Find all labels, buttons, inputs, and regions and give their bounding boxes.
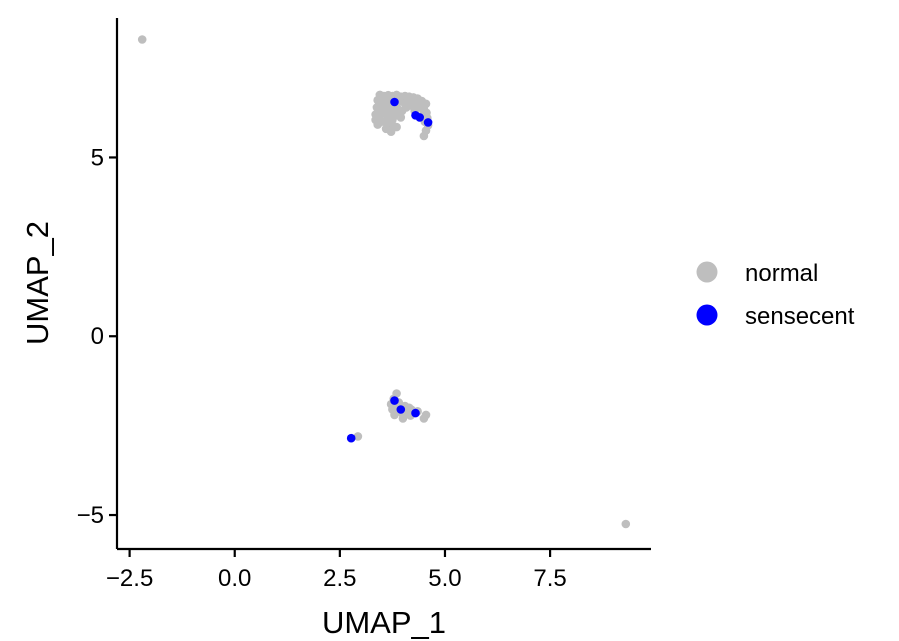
point-sensecent-0	[390, 97, 399, 107]
point-normal-49	[419, 131, 429, 141]
legend-label-sensecent: sensecent	[745, 303, 855, 330]
point-normal-1	[621, 519, 631, 529]
point-sensecent-4	[346, 433, 356, 443]
point-normal-65	[422, 108, 431, 118]
x-tick-label-4: 7.5	[533, 565, 566, 592]
point-normal-0	[137, 35, 147, 44]
legend-key-normal	[696, 261, 718, 283]
x-tick-label-1: 0.0	[218, 565, 251, 592]
x-tick-label-2: 2.5	[323, 565, 356, 592]
point-sensecent-7	[396, 405, 406, 414]
x-ticks: −2.5 0.0 2.5 5.0 7.5	[106, 549, 567, 592]
y-ticks: −5 0 5	[77, 144, 117, 529]
point-sensecent-6	[411, 408, 420, 418]
y-tick-label-2: 5	[91, 144, 104, 171]
legend-key-sensecent	[696, 304, 718, 326]
x-axis-label: UMAP_1	[322, 605, 446, 640]
y-tick-label-0: −5	[77, 502, 104, 529]
point-normal-2	[353, 432, 363, 441]
point-normal-84	[421, 410, 431, 420]
x-tick-label-0: −2.5	[106, 565, 153, 592]
point-sensecent-2	[415, 113, 425, 122]
point-sensecent-3	[423, 118, 433, 127]
points-layer	[137, 35, 631, 529]
point-normal-85	[388, 405, 397, 414]
point-normal-45	[396, 113, 406, 122]
y-axis-label: UMAP_2	[20, 221, 55, 345]
legend-label-normal: normal	[745, 260, 818, 287]
point-normal-81	[398, 414, 408, 423]
point-normal-57	[392, 122, 401, 132]
y-tick-label-1: 0	[91, 323, 104, 350]
point-normal-64	[418, 101, 427, 110]
legend: normal sensecent	[696, 260, 855, 330]
x-tick-label-3: 5.0	[428, 565, 461, 592]
point-sensecent-5	[390, 396, 399, 405]
point-normal-62	[403, 95, 413, 104]
point-normal-58	[373, 120, 383, 129]
